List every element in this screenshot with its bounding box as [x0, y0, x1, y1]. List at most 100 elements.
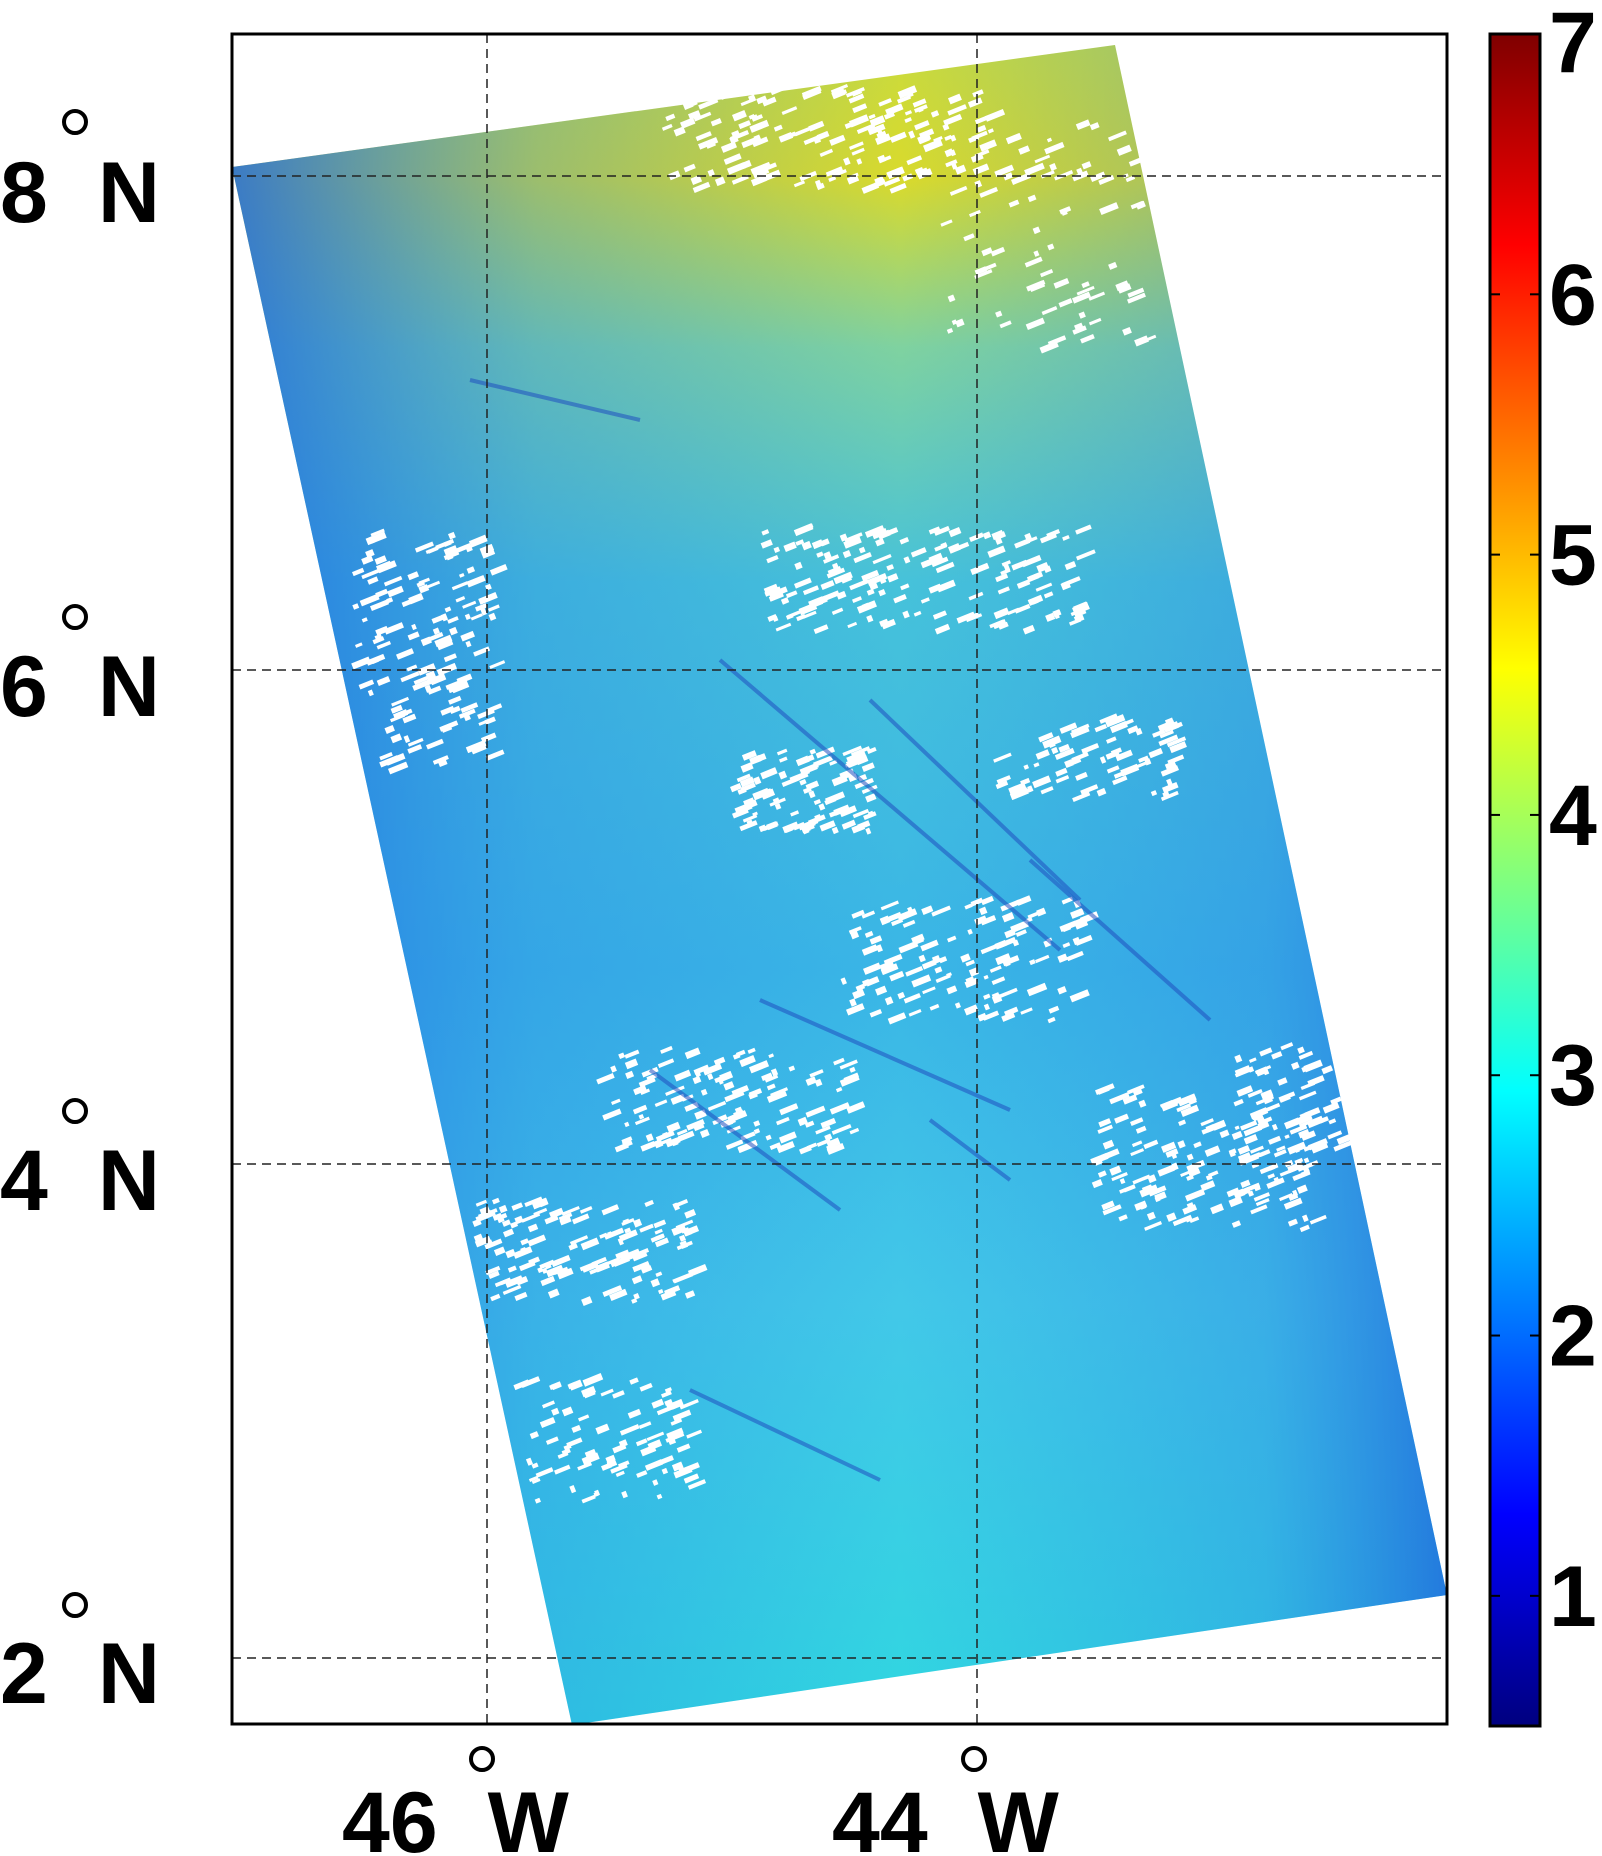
cloud-speck-775 — [1059, 920, 1078, 932]
cloud-speck-448 — [932, 610, 947, 620]
cloud-speck-726 — [1002, 955, 1020, 967]
cloud-speck-196 — [1026, 280, 1045, 292]
cloud-speck-1180 — [551, 1407, 560, 1416]
cloud-speck-291 — [425, 670, 437, 681]
cloud-speck-189 — [1041, 306, 1058, 316]
cloud-speck-946 — [520, 1238, 530, 1246]
cloud-speck-934 — [654, 1233, 665, 1241]
cloud-speck-557 — [855, 755, 869, 766]
cloud-speck-830 — [657, 1058, 675, 1069]
cloud-speck-185 — [951, 319, 958, 325]
cloud-speck-571 — [825, 791, 846, 805]
cloud-speck-328 — [432, 627, 440, 635]
cloud-speck-329 — [406, 664, 418, 672]
cloud-speck-584 — [749, 754, 762, 765]
cloud-speck-1294 — [1234, 1054, 1243, 1063]
cloud-speck-1237 — [581, 1494, 596, 1504]
cloud-speck-601 — [739, 776, 755, 788]
cloud-speck-808 — [770, 1068, 779, 1077]
cloud-speck-1035 — [599, 1232, 608, 1239]
cloud-speck-1017 — [561, 1205, 580, 1216]
cloud-speck-500 — [795, 539, 805, 546]
cloud-speck-197 — [1076, 167, 1084, 176]
cloud-speck-864 — [733, 1109, 745, 1118]
cloud-speck-722 — [960, 953, 971, 963]
cloud-speck-628 — [1081, 742, 1100, 754]
cloud-speck-1219 — [600, 1388, 614, 1397]
cloud-speck-135 — [912, 98, 927, 108]
cloud-speck-357 — [445, 680, 460, 690]
cloud-speck-54 — [972, 89, 984, 98]
cloud-speck-1257 — [594, 1489, 601, 1497]
cloud-speck-880 — [655, 1130, 675, 1142]
cloud-speck-1171 — [1260, 1089, 1274, 1100]
cloud-speck-53 — [673, 126, 686, 137]
cloud-speck-170 — [984, 108, 1006, 122]
cloud-speck-360 — [428, 632, 444, 642]
cloud-speck-930 — [558, 1212, 573, 1221]
cloud-speck-369 — [1075, 524, 1092, 535]
cloud-speck-228 — [429, 673, 447, 686]
cloud-speck-762 — [880, 900, 899, 911]
cloud-speck-116 — [889, 131, 907, 143]
cloud-speck-355 — [463, 714, 471, 722]
cloud-speck-495 — [1001, 560, 1012, 567]
cloud-speck-109 — [922, 138, 943, 153]
cloud-speck-1055 — [1299, 1224, 1310, 1233]
cloud-speck-473 — [1076, 549, 1096, 561]
cloud-speck-98 — [795, 130, 802, 136]
cloud-speck-790 — [882, 911, 902, 924]
cloud-speck-576 — [790, 810, 800, 817]
cloud-speck-676 — [1001, 912, 1015, 923]
cloud-speck-573 — [802, 786, 812, 794]
cloud-speck-506 — [902, 610, 910, 619]
cloud-speck-333 — [361, 568, 381, 580]
cloud-speck-1307 — [1257, 1117, 1267, 1127]
cloud-speck-721 — [1048, 1005, 1060, 1014]
cloud-speck-491 — [987, 545, 1006, 558]
cloud-speck-231 — [407, 571, 420, 581]
cloud-speck-684 — [887, 1012, 907, 1025]
cloud-speck-469 — [995, 573, 1009, 583]
cloud-speck-330 — [408, 592, 424, 605]
cloud-speck-1032 — [484, 1238, 503, 1250]
cloud-speck-95 — [723, 153, 742, 165]
cloud-speck-945 — [640, 1265, 653, 1274]
cloud-speck-1056 — [1297, 1162, 1313, 1172]
cloud-speck-942 — [632, 1260, 650, 1273]
cloud-speck-350 — [440, 723, 453, 733]
cloud-speck-511 — [934, 623, 951, 635]
cloud-speck-975 — [609, 1288, 628, 1302]
streak-0 — [718, 658, 1062, 952]
cloud-speck-91 — [748, 114, 756, 120]
cloud-speck-567 — [753, 776, 762, 785]
cloud-speck-510 — [810, 595, 828, 608]
cloud-speck-693 — [1027, 911, 1040, 919]
cloud-speck-459 — [899, 537, 910, 545]
cloud-speck-490 — [1011, 559, 1028, 571]
cloud-speck-766 — [1015, 929, 1027, 937]
cloud-speck-828 — [677, 1130, 695, 1142]
streak-7 — [469, 378, 641, 422]
cloud-speck-1191 — [638, 1421, 652, 1430]
cloud-speck-261 — [361, 617, 368, 623]
cloud-speck-192 — [1088, 317, 1102, 326]
cloud-speck-494 — [764, 586, 782, 597]
cloud-speck-1251 — [671, 1461, 684, 1472]
cloud-speck-665 — [1075, 771, 1088, 781]
cloud-speck-1029 — [589, 1266, 603, 1275]
cloud-speck-1034 — [633, 1248, 650, 1258]
cloud-speck-455 — [816, 551, 824, 558]
cloud-speck-61 — [828, 176, 837, 182]
cloud-speck-1125 — [1205, 1124, 1216, 1133]
cloud-speck-250 — [460, 630, 476, 642]
cloud-speck-1302 — [1327, 1130, 1343, 1140]
cloud-speck-610 — [1099, 756, 1107, 764]
cloud-speck-412 — [793, 523, 814, 537]
cloud-speck-1031 — [472, 1218, 482, 1227]
cloud-speck-1082 — [1278, 1193, 1293, 1202]
cloud-speck-229 — [474, 603, 488, 612]
cloud-speck-777 — [1010, 920, 1029, 934]
cloud-speck-258 — [365, 549, 375, 558]
cloud-speck-614 — [1127, 725, 1139, 735]
